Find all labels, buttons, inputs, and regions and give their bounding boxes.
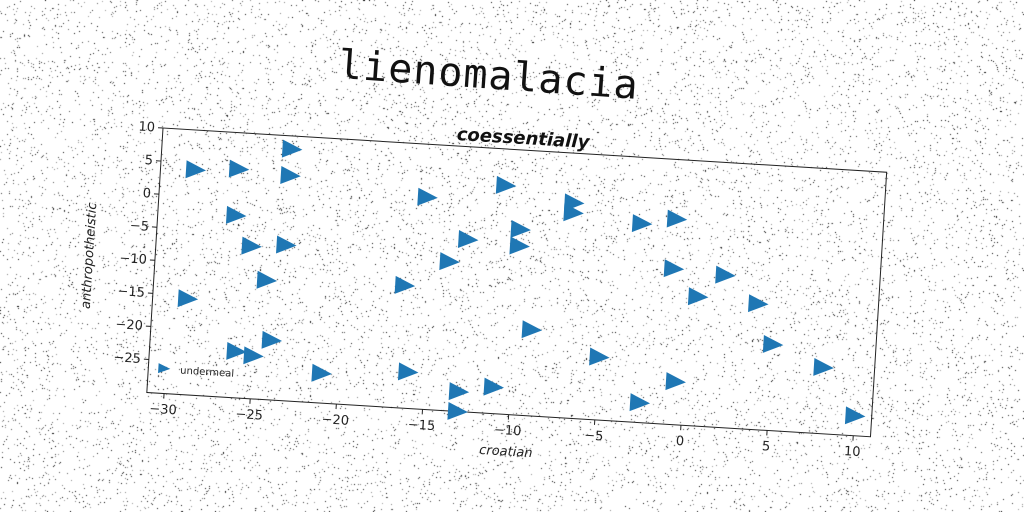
data-point-marker [687, 287, 709, 306]
data-point-marker [185, 160, 207, 179]
x-axis-ticks: −30 −25 −20 −15 −10 −5 0 5 10 [149, 393, 861, 460]
y-tick-label: −15 [117, 284, 145, 301]
y-tick-label: −25 [113, 350, 141, 367]
x-tick-label: 5 [761, 439, 770, 454]
data-point-marker [448, 382, 470, 401]
x-tick-label: −5 [584, 428, 604, 444]
y-axis-ticks: 10 5 0 −5 −10 −15 −20 −25 [113, 120, 164, 367]
chart-title: coessentially [456, 124, 591, 153]
data-point-marker [439, 252, 460, 271]
data-point-marker [276, 235, 297, 254]
y-tick-label: 5 [144, 153, 153, 168]
data-point-marker [243, 346, 264, 365]
data-point-marker [261, 330, 283, 349]
data-point-marker [226, 341, 247, 360]
data-point-marker [241, 236, 262, 255]
data-point-marker [225, 205, 247, 224]
data-point-marker [589, 347, 610, 366]
y-tick-label: −5 [129, 219, 149, 235]
y-tick-label: −20 [115, 317, 143, 334]
data-point-marker [521, 320, 543, 339]
data-point-marker [417, 187, 438, 206]
x-tick-label: −20 [321, 412, 349, 429]
data-point-marker [397, 362, 419, 381]
legend: undermeal [158, 363, 234, 380]
data-point-marker [281, 139, 303, 158]
legend-marker [158, 363, 171, 374]
data-point-marker [629, 393, 651, 412]
x-tick-label: −30 [149, 402, 177, 419]
data-point-marker [748, 294, 769, 313]
data-point-marker [509, 236, 530, 255]
data-point-marker [665, 372, 686, 391]
y-tick-label: 10 [138, 120, 155, 136]
x-tick-label: −10 [493, 423, 521, 440]
data-point-marker [311, 363, 332, 382]
data-point-marker [228, 159, 250, 178]
x-tick-label: −25 [235, 407, 263, 424]
data-point-marker [483, 377, 505, 396]
y-tick-label: −10 [119, 251, 147, 268]
data-point-marker [177, 289, 199, 308]
y-axis-label: anthropotheistic [79, 202, 100, 309]
data-point-marker [631, 214, 653, 233]
data-point-marker [663, 259, 685, 278]
data-point-marker [394, 275, 416, 294]
x-tick-label: −15 [407, 418, 435, 435]
x-tick-label: 10 [844, 444, 861, 460]
y-tick-label: 0 [142, 186, 151, 201]
data-point-marker [280, 166, 301, 185]
data-point-marker [447, 401, 468, 420]
data-point-marker [844, 406, 866, 425]
data-point-marker [563, 203, 584, 222]
data-point-marker [813, 357, 834, 376]
data-points [177, 139, 866, 425]
data-point-marker [495, 175, 517, 194]
data-point-marker [510, 219, 531, 238]
x-tick-label: 0 [675, 434, 684, 449]
data-point-marker [715, 265, 736, 284]
x-axis-label: croatian [479, 443, 533, 461]
data-point-marker [762, 334, 784, 353]
data-point-marker [666, 209, 688, 228]
data-point-marker [457, 230, 479, 248]
legend-label: undermeal [180, 366, 234, 380]
data-point-marker [256, 270, 278, 289]
